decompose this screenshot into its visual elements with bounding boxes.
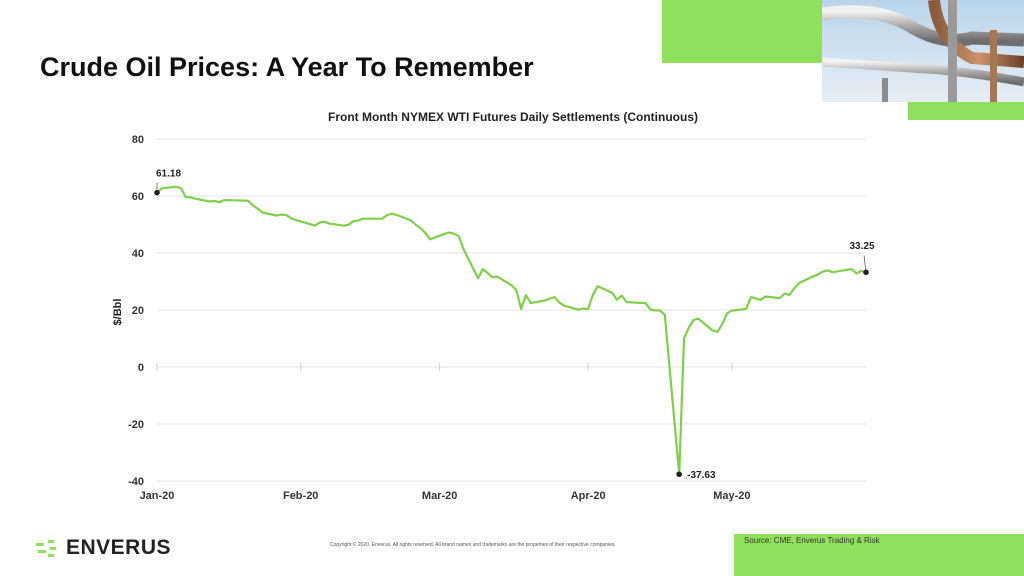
annotation-point xyxy=(676,471,682,478)
y-tick-label: -40 xyxy=(128,476,144,488)
x-tick-labels: Jan-20 Feb-20 Mar-20 Apr-20 May-20 xyxy=(140,363,751,502)
annotation-label: 33.25 xyxy=(849,241,874,252)
annotation-label: 61.18 xyxy=(156,169,181,180)
logo-mark-icon xyxy=(36,540,56,557)
annotation-label: -37.63 xyxy=(687,470,716,481)
y-tick-label: 40 xyxy=(132,248,144,260)
y-tick-label: 20 xyxy=(132,305,144,317)
accent-block-bottom xyxy=(734,534,1024,576)
annotation-point xyxy=(154,189,160,196)
annotation-leader xyxy=(863,255,867,273)
x-tick-label: Apr-20 xyxy=(571,490,606,502)
chart-title: Front Month NYMEX WTI Futures Daily Sett… xyxy=(328,110,698,124)
y-tick-labels: 80 60 40 20 0 -20 -40 xyxy=(128,134,144,488)
copyright-notice: Copyright © 2020, Enverus. All rights re… xyxy=(330,542,616,548)
pipeline-photo xyxy=(822,0,1024,102)
x-tick-label: Mar-20 xyxy=(422,490,457,502)
y-tick-label: -20 xyxy=(128,419,144,431)
source-note: Source: CME, Enverus Trading & Risk xyxy=(744,536,880,545)
x-tick-label: Jan-20 xyxy=(140,490,175,502)
pipeline-illustration xyxy=(822,0,1024,102)
slide-title: Crude Oil Prices: A Year To Remember xyxy=(40,52,534,82)
logo-text: ENVERUS xyxy=(66,536,172,559)
annotations: 61.18 -37.63 33.25 xyxy=(154,169,875,481)
x-tick-label: May-20 xyxy=(713,490,750,502)
y-tick-label: 60 xyxy=(132,191,144,203)
y-axis-label: $/Bbl xyxy=(112,299,124,326)
gridlines xyxy=(157,138,866,482)
accent-block-right xyxy=(908,102,1024,120)
annotation-point xyxy=(863,269,869,276)
wti-price-line xyxy=(156,185,867,476)
y-tick-label: 0 xyxy=(138,362,144,374)
y-tick-label: 80 xyxy=(132,134,144,146)
accent-block-top xyxy=(662,0,822,63)
x-tick-label: Feb-20 xyxy=(283,490,318,502)
enverus-logo: ENVERUS xyxy=(36,536,171,560)
